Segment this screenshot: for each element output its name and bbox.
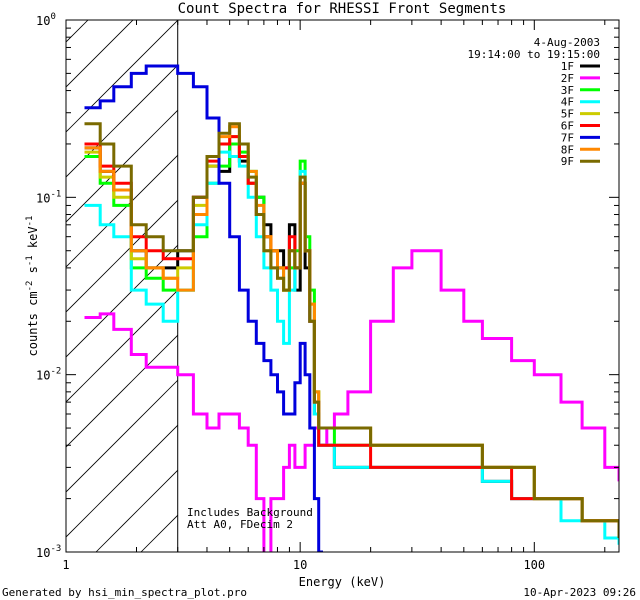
hatch-line: [66, 424, 178, 538]
series-line-7F: [84, 64, 323, 552]
axis-ticks: [65, 19, 619, 553]
footer-generated-by: Generated by hsi_min_spectra_plot.pro: [2, 586, 247, 599]
legend-label-5F: 5F: [561, 108, 574, 121]
y-axis-label: counts cm-2 s-1 keV-1: [25, 216, 40, 357]
series-line-8F: [84, 125, 619, 538]
hatch-line: [66, 20, 89, 43]
series-line-6F: [84, 135, 619, 538]
annotation-attenuator: Att A0, FDecim 2: [187, 518, 293, 531]
hatch-line: [66, 379, 178, 493]
series-line-9F: [84, 122, 619, 538]
y-tick-labels: 100 10-1 10-2 10-3: [36, 12, 61, 560]
x-tick-labels: 1 10 100: [62, 558, 545, 572]
x-tick-label: 100: [523, 558, 545, 572]
y-tick-label: 10-1: [36, 189, 61, 205]
footer-timestamp: 10-Apr-2023 09:26: [523, 586, 636, 599]
legend-label-6F: 6F: [561, 120, 574, 133]
series-lines: [84, 64, 619, 552]
header-time-range: 19:14:00 to 19:15:00: [468, 48, 600, 61]
series-line-3F: [84, 142, 619, 538]
chart-title: Count Spectra for RHESSI Front Segments: [178, 1, 507, 17]
hatch-line: [66, 244, 178, 358]
legend-label-1F: 1F: [561, 60, 574, 73]
hatched-region: [0, 0, 640, 552]
legend-label-7F: 7F: [561, 131, 574, 144]
hatch-line: [66, 109, 178, 223]
y-tick-label: 10-3: [36, 544, 61, 560]
hatch-line: [231, 0, 640, 552]
legend-label-8F: 8F: [561, 143, 574, 156]
y-tick-label: 100: [36, 12, 56, 28]
hatch-line: [66, 20, 134, 88]
legend-label-2F: 2F: [561, 72, 574, 85]
header-date: 4-Aug-2003: [534, 36, 600, 49]
y-tick-label: 10-2: [36, 367, 61, 383]
plot-frame: [65, 19, 620, 553]
hatch-line: [66, 334, 178, 448]
series-line-2F: [84, 249, 619, 552]
legend-label-9F: 9F: [561, 155, 574, 168]
x-axis-label: Energy (keV): [299, 575, 386, 589]
series-line-1F: [84, 142, 619, 538]
x-tick-label: 10: [293, 558, 307, 572]
hatch-line: [0, 0, 26, 552]
legend-label-3F: 3F: [561, 84, 574, 97]
annotation-background: Includes Background: [187, 506, 313, 519]
legend-label-4F: 4F: [561, 96, 574, 109]
x-tick-label: 1: [62, 558, 69, 572]
hatch-line: [66, 64, 178, 178]
series-line-5F: [84, 135, 619, 538]
hatch-line: [66, 199, 178, 313]
